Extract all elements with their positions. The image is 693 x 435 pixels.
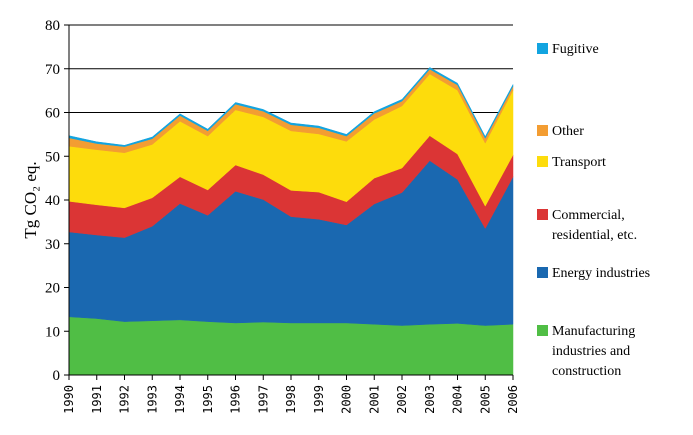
y-tick-label: 70 <box>45 62 60 78</box>
y-tick-label: 60 <box>45 106 60 122</box>
legend-swatch <box>537 156 548 167</box>
legend-item: Transport <box>537 153 606 173</box>
x-tick-label: 2004 <box>451 385 465 414</box>
x-tick-label: 1997 <box>256 385 270 414</box>
legend-item: Fugitive <box>537 40 599 60</box>
y-axis-title: Tg CO₂ eq. <box>21 161 40 238</box>
y-tick-label: 0 <box>53 368 61 384</box>
y-tick-label: 40 <box>45 193 60 209</box>
x-tick-label: 1993 <box>145 385 159 414</box>
legend-item: Commercial, residential, etc. <box>537 206 637 246</box>
legend-label: Manufacturing industries and constructio… <box>552 324 636 379</box>
x-tick-label: 2006 <box>506 385 520 414</box>
legend-item: Manufacturing industries and constructio… <box>537 322 635 382</box>
legend-swatch <box>537 209 548 220</box>
y-tick-label: 50 <box>45 149 60 165</box>
x-tick-label: 1994 <box>173 385 187 414</box>
legend-label: Energy industries <box>552 266 651 281</box>
area-manufacturing-industries-and-construction <box>68 316 514 376</box>
legend-item: Other <box>537 122 584 142</box>
x-tick-label: 1998 <box>284 385 298 414</box>
x-tick-label: 1991 <box>90 385 104 414</box>
x-axis-ticks: 1990 1991 1992 1993 1994 1995 1996 1997 1998 1999… <box>62 375 520 414</box>
area-fugitive <box>68 67 514 147</box>
y-tick-label: 10 <box>45 324 60 340</box>
y-tick-label: 80 <box>45 18 60 34</box>
legend: Fugitive Other Transport Commercial, reside… <box>537 0 693 435</box>
x-tick-label: 1990 <box>62 385 76 414</box>
x-tick-label: 2000 <box>340 385 354 414</box>
x-tick-label: 2005 <box>478 385 492 414</box>
x-tick-label: 2003 <box>423 385 437 414</box>
x-tick-label: 1992 <box>118 385 132 414</box>
area-series <box>68 67 514 376</box>
y-axis-ticks: 0 10 20 30 40 50 60 70 80 <box>45 18 69 384</box>
y-tick-label: 30 <box>45 237 60 253</box>
x-tick-label: 1995 <box>201 385 215 414</box>
legend-label: Transport <box>552 155 606 170</box>
legend-label: Other <box>552 124 584 139</box>
y-tick-label: 20 <box>45 281 60 297</box>
legend-swatch <box>537 267 548 278</box>
legend-swatch <box>537 325 548 336</box>
x-tick-label: 1996 <box>229 385 243 414</box>
x-tick-label: 2002 <box>395 385 409 414</box>
x-tick-label: 2001 <box>367 385 381 414</box>
legend-label: Fugitive <box>552 42 599 57</box>
legend-swatch <box>537 43 548 54</box>
x-tick-label: 1999 <box>312 385 326 414</box>
legend-item: Energy industries <box>537 264 650 284</box>
legend-label: Commercial, residential, etc. <box>552 208 638 243</box>
legend-swatch <box>537 125 548 136</box>
